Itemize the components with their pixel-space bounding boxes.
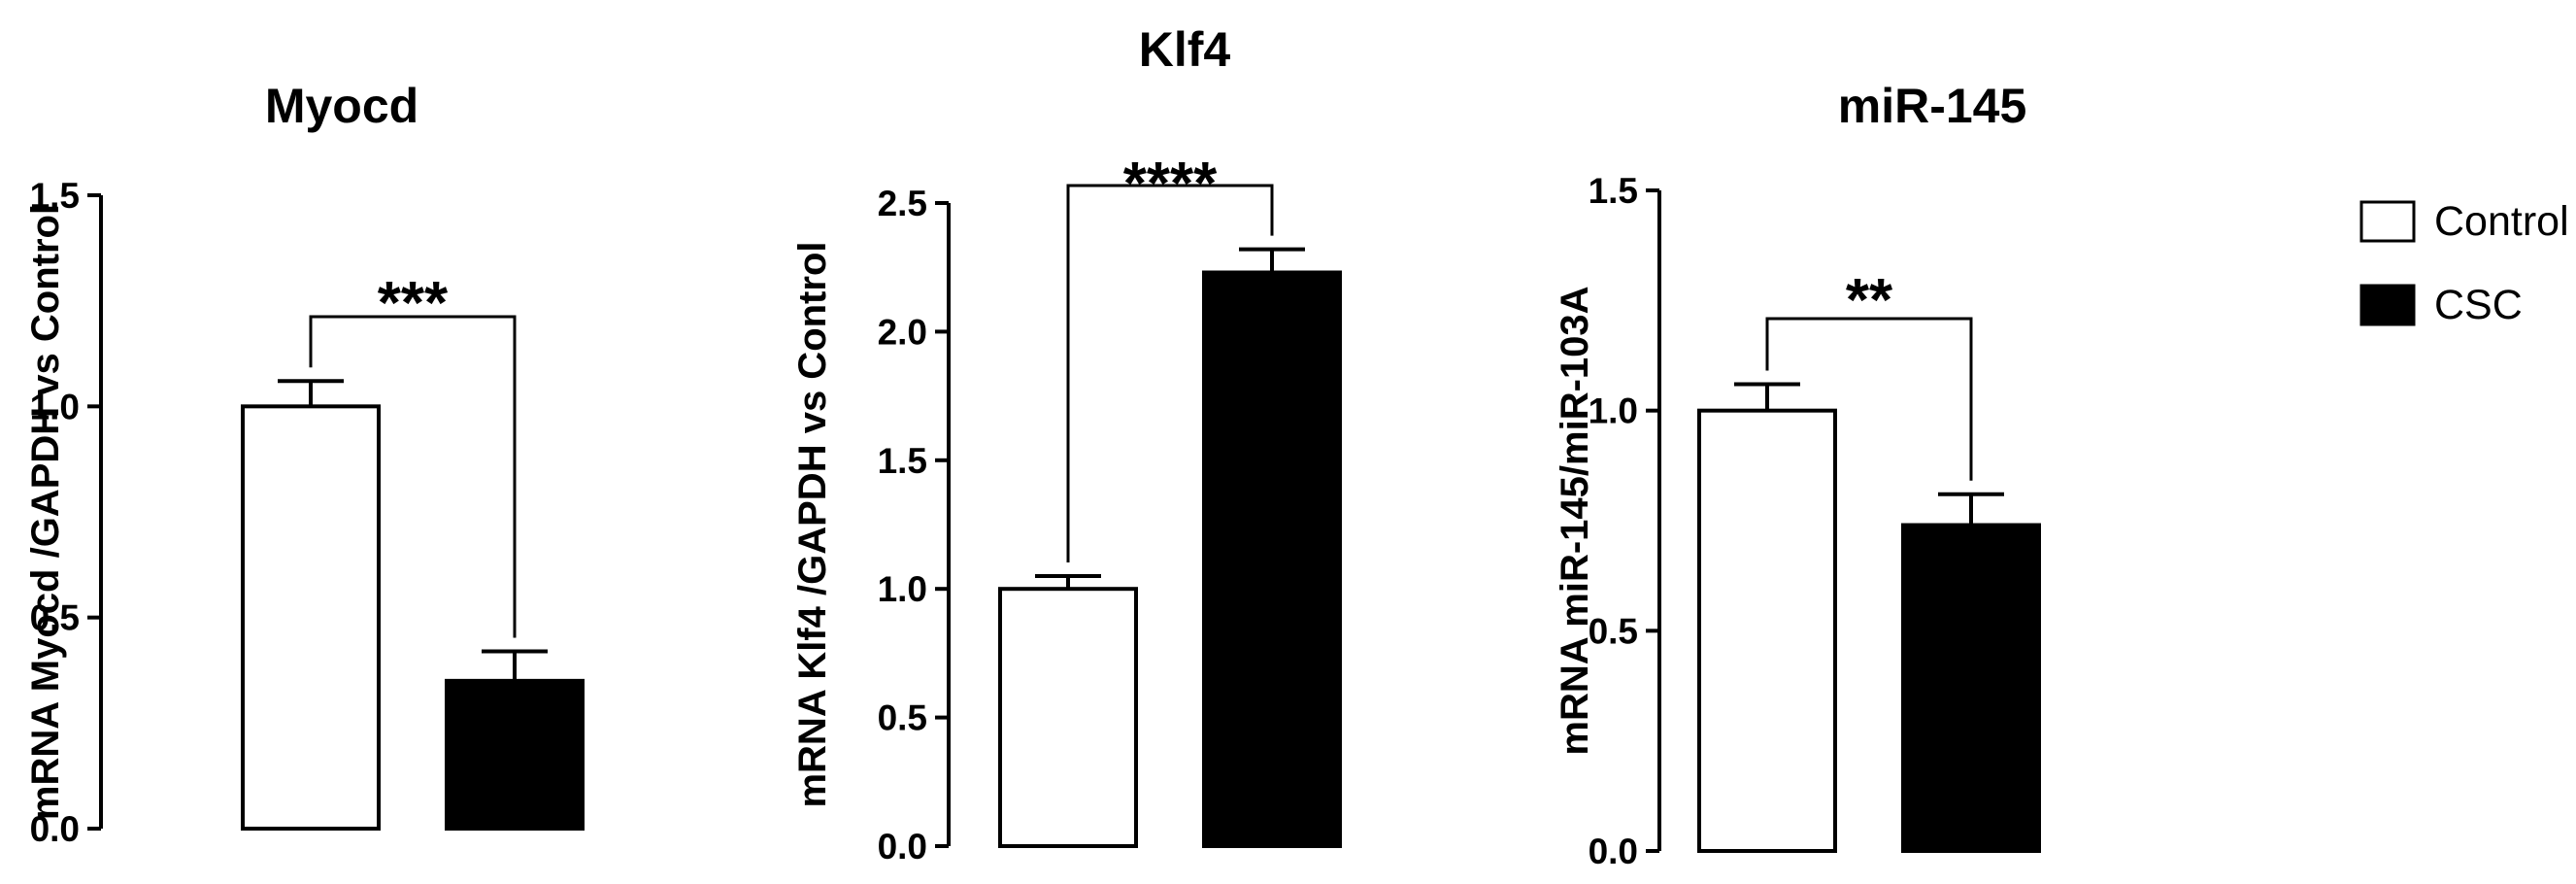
y-tick-label: 0.5: [30, 598, 80, 638]
significance-bracket: [309, 315, 517, 638]
y-tick-label: 1.5: [1589, 171, 1638, 211]
legend-swatch-control: [2359, 200, 2416, 243]
bar-control: [1697, 408, 1837, 853]
y-tick-label: 0.0: [30, 809, 80, 849]
y-tick-label: 1.0: [878, 569, 927, 609]
chart-panel-2: Klf4 mRNA Klf4 /GAPDH vs Control 0.0 0.5 1.0…: [791, 22, 1342, 867]
bar-csc: [1202, 270, 1342, 849]
bar-csc: [1901, 523, 2041, 853]
legend: Control CSC: [2359, 198, 2569, 328]
y-tick-label: 2.5: [878, 184, 927, 223]
y-tick-label: 2.0: [878, 312, 927, 352]
significance-label: ****: [1123, 151, 1218, 218]
y-tick-label: 1.5: [30, 176, 80, 216]
legend-swatch-csc: [2359, 284, 2416, 326]
legend-label-csc: CSC: [2434, 282, 2523, 328]
chart-panel-3: miR-145 mRNA miR-145/miR-103A 0.0 0.5 1.0 1.5…: [1554, 79, 2041, 871]
y-axis-label: mRNA Myocd /GAPDH vs Control: [24, 204, 67, 820]
chart-title: miR-145: [1838, 79, 2027, 133]
bar-csc: [445, 678, 585, 831]
y-tick-label: 1.0: [1589, 391, 1638, 431]
y-tick-label: 0.0: [878, 827, 927, 867]
bar-control: [998, 587, 1138, 848]
y-tick-label: 0.0: [1589, 832, 1638, 871]
chart-title: Klf4: [1139, 22, 1231, 77]
y-tick-label: 0.5: [878, 698, 927, 738]
bar-control: [241, 404, 381, 831]
legend-label-control: Control: [2434, 198, 2569, 245]
significance-bracket: [1765, 317, 1973, 481]
chart-title: Myocd: [265, 79, 418, 133]
y-tick-label: 1.5: [878, 441, 927, 481]
significance-label: **: [1846, 267, 1893, 334]
y-axis-label: mRNA Klf4 /GAPDH vs Control: [791, 241, 834, 807]
y-tick-label: 1.0: [30, 387, 80, 426]
y-axis-label: mRNA miR-145/miR-103A: [1554, 286, 1596, 755]
significance-label: ***: [378, 270, 449, 337]
significance-bracket: [1066, 184, 1274, 562]
y-tick-label: 0.5: [1589, 611, 1638, 651]
